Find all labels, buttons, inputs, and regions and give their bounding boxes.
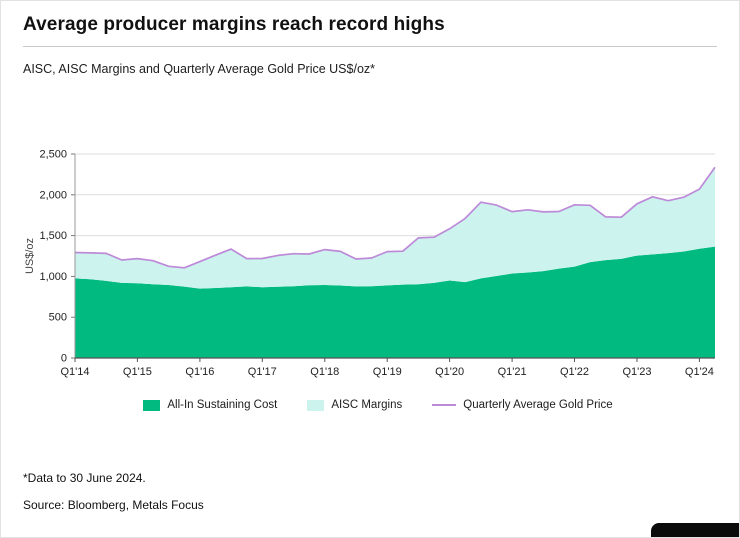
svg-text:Q1'19: Q1'19 [373, 366, 402, 378]
svg-text:US$/oz: US$/oz [24, 238, 36, 274]
source-line: Source: Bloomberg, Metals Focus [23, 498, 204, 512]
svg-text:1,500: 1,500 [39, 230, 67, 242]
svg-text:Q1'14: Q1'14 [60, 366, 89, 378]
data-footnote: *Data to 30 June 2024. [23, 471, 146, 485]
svg-text:Q1'15: Q1'15 [123, 366, 152, 378]
svg-text:2,000: 2,000 [39, 189, 67, 201]
margins-area-chart: 0 500 1,000 1,500 2,000 2,500 Q1'14 Q1'15 Q1'16 Q… [24, 149, 716, 378]
legend-item-aisc: All-In Sustaining Cost [143, 399, 277, 411]
page-title: Average producer margins reach record hi… [23, 14, 445, 35]
gold-price-line-icon [432, 404, 457, 406]
margins-swatch-icon [307, 399, 325, 411]
legend-label: Quarterly Average Gold Price [463, 399, 613, 411]
svg-text:Q1'24: Q1'24 [685, 366, 714, 378]
legend-item-margins: AISC Margins [307, 399, 402, 411]
bottom-right-black-bar [651, 523, 739, 537]
header: Average producer margins reach record hi… [1, 1, 739, 47]
svg-text:Q1'16: Q1'16 [185, 366, 214, 378]
title-divider [23, 46, 717, 47]
svg-text:Q1'22: Q1'22 [560, 366, 589, 378]
svg-text:Q1'18: Q1'18 [310, 366, 339, 378]
svg-text:Q1'23: Q1'23 [622, 366, 651, 378]
svg-text:500: 500 [49, 312, 67, 324]
aisc-swatch-icon [143, 399, 161, 411]
svg-text:Q1'17: Q1'17 [248, 366, 277, 378]
svg-text:2,500: 2,500 [39, 149, 67, 161]
legend-item-gold-price: Quarterly Average Gold Price [432, 399, 613, 411]
chart-legend: All-In Sustaining Cost AISC Margins Quar… [17, 399, 739, 411]
legend-label: All-In Sustaining Cost [167, 399, 278, 411]
svg-text:0: 0 [61, 353, 67, 365]
svg-text:Q1'21: Q1'21 [498, 366, 527, 378]
svg-text:1,000: 1,000 [39, 271, 67, 283]
legend-label: AISC Margins [331, 399, 403, 411]
svg-text:Q1'20: Q1'20 [435, 366, 464, 378]
chart-area: 0 500 1,000 1,500 2,000 2,500 Q1'14 Q1'15 Q1'16 Q… [1, 146, 739, 411]
chart-subtitle: AISC, AISC Margins and Quarterly Average… [23, 62, 376, 76]
